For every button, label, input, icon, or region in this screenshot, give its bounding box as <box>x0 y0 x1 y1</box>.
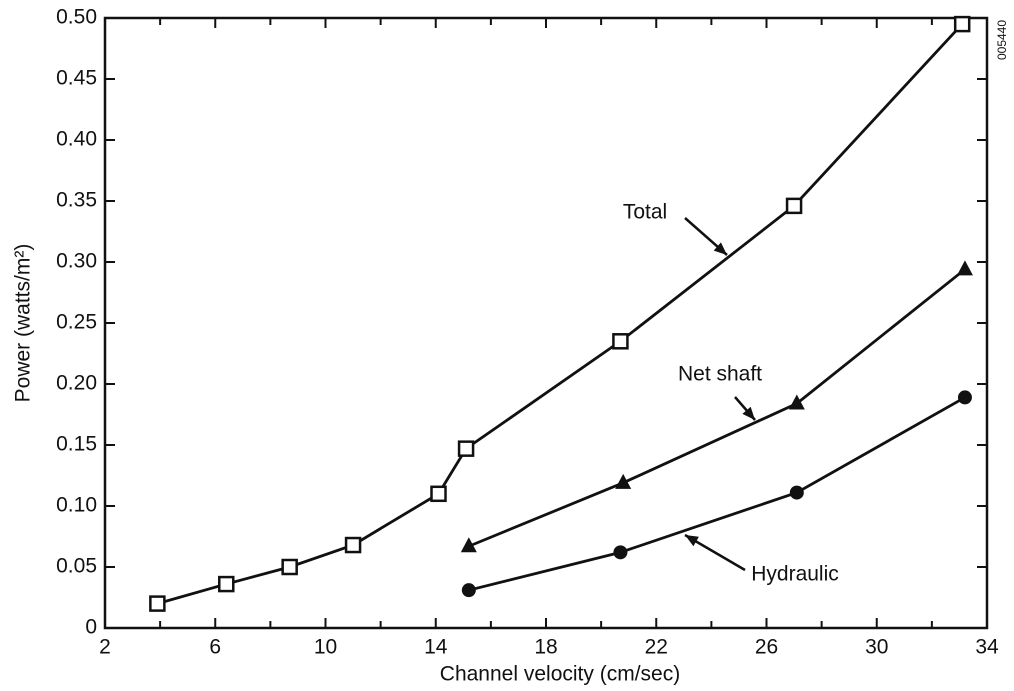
marker-square <box>785 197 803 215</box>
x-axis-label: Channel velocity (cm/sec) <box>440 663 680 686</box>
side-label: 005440 <box>995 20 1009 60</box>
plot-frame <box>103 16 989 630</box>
y-tick-label: 0.10 <box>56 494 97 517</box>
marker-circle <box>789 485 804 500</box>
y-tick-label: 0.45 <box>56 67 97 90</box>
x-tick-label: 10 <box>314 636 337 659</box>
marker-square <box>953 15 971 33</box>
marker-square <box>457 440 475 457</box>
y-tick-label: 0.40 <box>56 128 97 151</box>
marker-circle <box>461 583 476 598</box>
x-tick-label: 14 <box>424 636 448 659</box>
x-tick-label: 34 <box>975 636 999 659</box>
marker-triangle <box>460 537 477 553</box>
y-tick-label: 0.35 <box>56 189 97 212</box>
y-tick-label: 0 <box>85 616 97 639</box>
marker-circle <box>957 390 972 405</box>
y-tick-label: 0.15 <box>56 433 97 456</box>
y-tick-label: 0.30 <box>56 250 97 273</box>
arrow-head <box>742 406 755 420</box>
marker-square <box>149 595 166 612</box>
marker-circle <box>613 545 628 560</box>
marker-square <box>344 536 362 554</box>
series-line <box>156 23 964 605</box>
marker-square <box>430 485 447 503</box>
marker-square <box>281 558 298 576</box>
x-tick-label: 30 <box>865 636 888 659</box>
series-label: Net shaft <box>678 363 762 386</box>
x-tick-label: 6 <box>209 636 221 659</box>
series-label: Hydraulic <box>751 563 839 586</box>
x-tick-label: 26 <box>755 636 778 659</box>
marker-square <box>218 575 235 593</box>
arrow-head <box>713 242 727 255</box>
arrow-head <box>685 535 699 547</box>
series-line <box>468 396 966 592</box>
y-tick-label: 0.05 <box>56 555 97 578</box>
y-tick-label: 0.20 <box>56 372 97 395</box>
series-label: Total <box>623 201 667 224</box>
x-tick-label: 22 <box>645 636 668 659</box>
x-tick-label: 2 <box>99 636 111 659</box>
marker-triangle <box>788 394 805 410</box>
marker-square <box>612 333 629 350</box>
x-tick-label: 18 <box>534 636 557 659</box>
y-tick-label: 0.25 <box>56 311 97 334</box>
series-line <box>468 268 966 548</box>
y-axis-label: Power (watts/m²) <box>12 244 35 403</box>
y-tick-label: 0.50 <box>56 6 97 29</box>
marker-triangle <box>615 473 632 489</box>
marker-triangle <box>956 260 973 276</box>
